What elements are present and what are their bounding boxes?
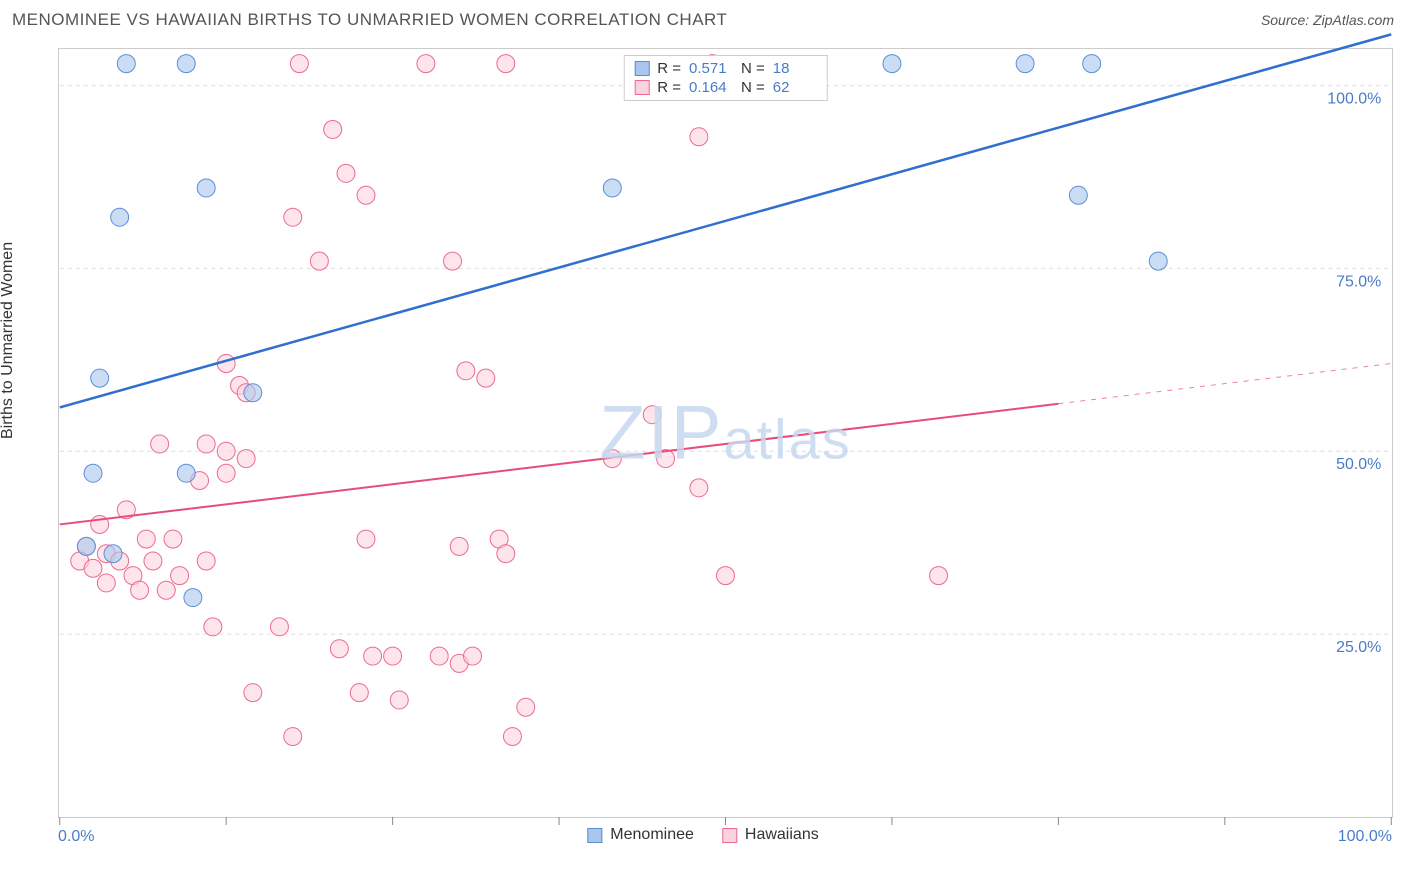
y-axis-label: Births to Unmarried Women bbox=[0, 242, 17, 439]
legend-item-hawaiians: Hawaiians bbox=[722, 826, 819, 844]
chart-header: MENOMINEE VS HAWAIIAN BIRTHS TO UNMARRIE… bbox=[0, 0, 1406, 36]
svg-text:50.0%: 50.0% bbox=[1336, 456, 1381, 473]
svg-text:75.0%: 75.0% bbox=[1336, 273, 1381, 290]
svg-text:25.0%: 25.0% bbox=[1336, 639, 1381, 656]
r-label: R = bbox=[657, 79, 681, 96]
legend-label: Hawaiians bbox=[745, 826, 819, 844]
n-label: N = bbox=[741, 79, 765, 96]
n-label: N = bbox=[741, 60, 765, 77]
chart-title: MENOMINEE VS HAWAIIAN BIRTHS TO UNMARRIE… bbox=[12, 10, 727, 30]
legend-item-menominee: Menominee bbox=[587, 826, 694, 844]
n-value: 18 bbox=[773, 60, 817, 77]
x-axis-min-label: 0.0% bbox=[58, 828, 94, 846]
swatch-menominee bbox=[587, 828, 602, 843]
bottom-legend: Menominee Hawaiians bbox=[587, 826, 818, 844]
x-axis-max-label: 100.0% bbox=[1338, 828, 1392, 846]
svg-text:100.0%: 100.0% bbox=[1327, 91, 1381, 108]
legend-label: Menominee bbox=[610, 826, 694, 844]
r-label: R = bbox=[657, 60, 681, 77]
chart-plot-area: 25.0% 50.0% 75.0% 100.0% R = 0.571 N = 18 R… bbox=[58, 48, 1393, 818]
chart-svg: 25.0% 50.0% 75.0% 100.0% bbox=[59, 49, 1392, 817]
swatch-hawaiians bbox=[722, 828, 737, 843]
r-value: 0.164 bbox=[689, 79, 733, 96]
n-value: 62 bbox=[773, 79, 817, 96]
stats-legend-box: R = 0.571 N = 18 R = 0.164 N = 62 bbox=[623, 55, 828, 101]
swatch-hawaiians bbox=[634, 80, 649, 95]
stats-row-hawaiians: R = 0.164 N = 62 bbox=[634, 78, 817, 97]
chart-source: Source: ZipAtlas.com bbox=[1261, 12, 1394, 28]
stats-row-menominee: R = 0.571 N = 18 bbox=[634, 59, 817, 78]
r-value: 0.571 bbox=[689, 60, 733, 77]
swatch-menominee bbox=[634, 61, 649, 76]
